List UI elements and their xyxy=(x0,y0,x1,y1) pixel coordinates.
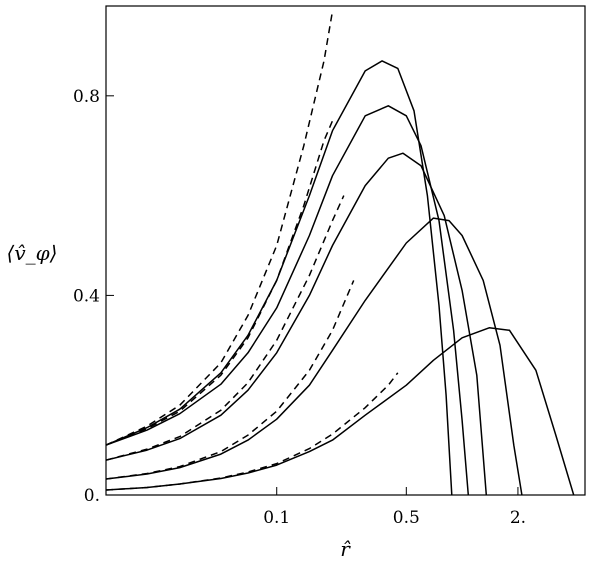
solid-curve-4 xyxy=(106,217,523,495)
y-tick-label: 0. xyxy=(84,486,100,506)
solid-curve-1 xyxy=(106,60,453,495)
dashed-curve-5 xyxy=(106,372,399,491)
tick-layer: 0.1 0.5 2. 0. 0.4 0.8 xyxy=(73,87,526,528)
dashed-curve-2 xyxy=(106,120,334,446)
dashed-curve-1 xyxy=(106,10,334,446)
y-axis-label: ⟨v̂_φ⟩ xyxy=(7,241,58,265)
y-tick-label: 0.4 xyxy=(73,286,100,306)
x-axis-label: r̂ xyxy=(340,537,351,561)
solid-curve-3 xyxy=(106,152,488,495)
solid-curve-2 xyxy=(106,105,470,495)
x-tick-label: 0.1 xyxy=(263,508,290,528)
x-tick-label: 0.5 xyxy=(393,508,420,528)
series-layer xyxy=(106,10,575,495)
dashed-curve-4 xyxy=(106,280,355,480)
y-tick-label: 0.8 xyxy=(73,87,100,107)
plot-frame xyxy=(105,5,586,496)
dashed-curve-3 xyxy=(106,195,345,461)
x-tick-label: 2. xyxy=(510,508,526,528)
